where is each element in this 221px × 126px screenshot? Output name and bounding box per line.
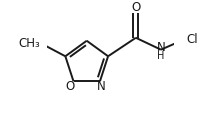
Text: N: N xyxy=(156,41,165,54)
Text: H: H xyxy=(157,51,165,61)
Text: Cl: Cl xyxy=(186,33,198,46)
Text: O: O xyxy=(131,1,141,14)
Text: N: N xyxy=(97,80,106,93)
Text: O: O xyxy=(66,80,75,93)
Text: CH₃: CH₃ xyxy=(19,37,40,50)
